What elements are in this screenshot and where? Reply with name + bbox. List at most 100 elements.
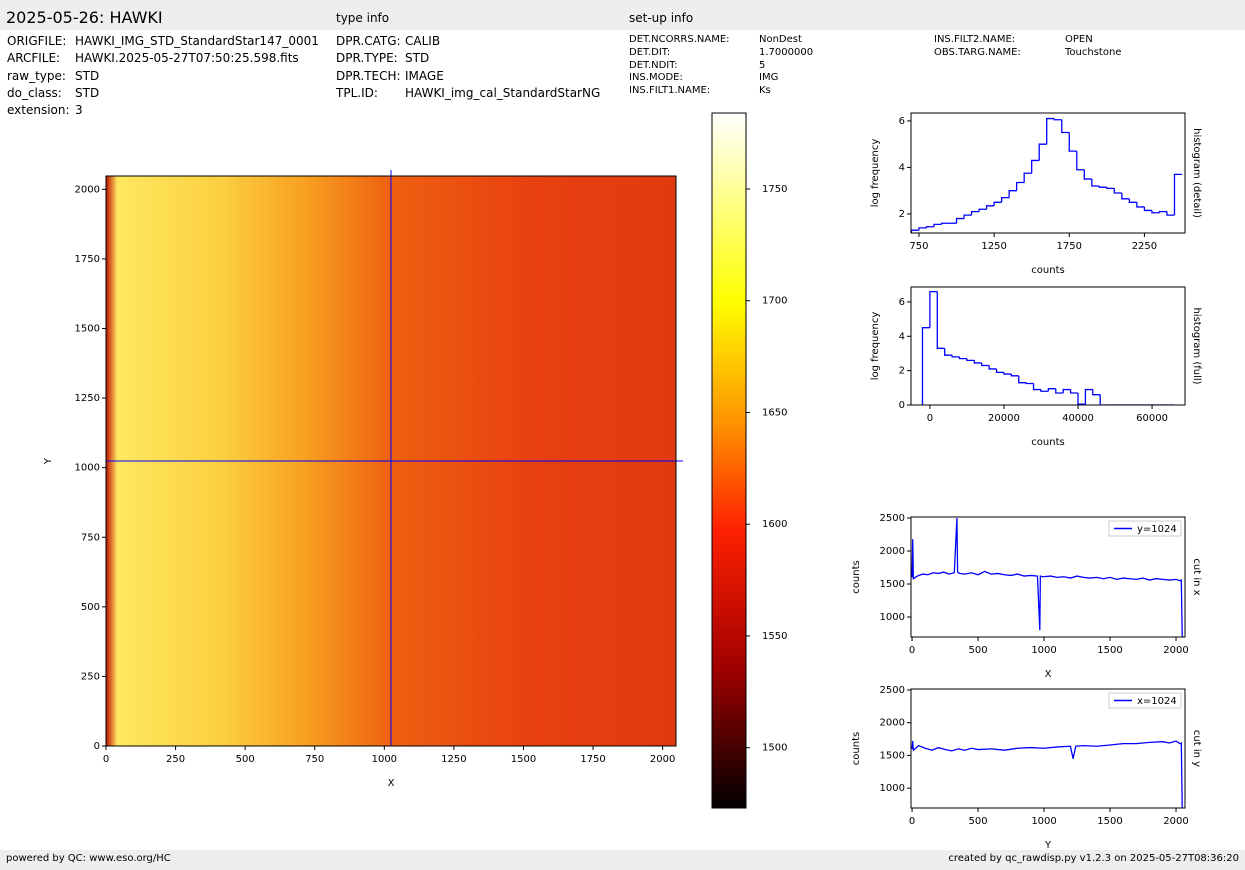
- line-series: [911, 740, 1183, 808]
- info-value: OPEN: [1065, 34, 1093, 45]
- x-tick-label: 20000: [988, 413, 1020, 424]
- histogram-step: [1023, 172, 1032, 183]
- x-tick-label: 1500: [511, 754, 536, 765]
- x-tick-label: 1500: [1097, 816, 1122, 827]
- x-axis-label: Y: [1044, 840, 1052, 851]
- histogram-step: [978, 208, 987, 212]
- y-tick-label: 4: [899, 331, 905, 342]
- side-label: cut in x: [1191, 558, 1202, 595]
- histogram-step: [1040, 389, 1049, 392]
- histogram-step: [1076, 151, 1085, 171]
- info-value: STD: [75, 85, 100, 100]
- histogram-step: [921, 327, 930, 405]
- x-tick-label: 500: [969, 645, 988, 656]
- histogram-step: [1061, 119, 1070, 134]
- colorbar: [711, 112, 747, 809]
- histogram-step: [1047, 388, 1056, 392]
- axes-frame: [910, 286, 1186, 406]
- info-key: DET.NCORRS.NAME:: [629, 34, 730, 45]
- y-tick-label: 1750: [75, 254, 100, 265]
- info-key: DPR.CATG:: [336, 34, 401, 48]
- info-value: HAWKI.2025-05-27T07:50:25.598.fits: [75, 51, 299, 66]
- y-tick-label: 750: [81, 532, 100, 543]
- y-axis-label: Y: [43, 457, 54, 465]
- y-tick-label: 2: [899, 209, 905, 220]
- histogram-step: [1091, 179, 1100, 187]
- info-value: 3: [75, 103, 83, 118]
- section-label: type info: [336, 11, 390, 25]
- side-label: histogram (full): [1191, 307, 1202, 384]
- info-key: raw_type:: [7, 68, 66, 83]
- histogram-step: [1003, 372, 1012, 375]
- histogram-step: [995, 368, 1004, 374]
- x-tick-label: 0: [103, 754, 109, 765]
- x-tick-label: 250: [166, 754, 185, 765]
- y-tick-label: 2000: [75, 184, 100, 195]
- histogram-step: [1046, 117, 1055, 145]
- x-axis-label: X: [388, 778, 395, 789]
- histogram-step: [958, 356, 967, 360]
- info-value: IMG: [759, 72, 779, 84]
- y-tick-label: 2500: [880, 685, 905, 696]
- axes-frame: [105, 175, 677, 747]
- info-value: CALIB: [405, 34, 441, 48]
- info-key: INS.MODE:: [629, 72, 683, 84]
- x-tick-label: 1000: [372, 754, 397, 765]
- histogram-step: [988, 365, 997, 370]
- x-tick-label: 1250: [441, 754, 466, 765]
- y-axis-label: log frequency: [870, 139, 881, 208]
- histogram-step: [936, 291, 945, 349]
- x-tick-label: 40000: [1062, 413, 1094, 424]
- info-value: Touchstone: [1065, 46, 1122, 58]
- x-tick-label: 750: [305, 754, 324, 765]
- histogram-step: [1084, 388, 1093, 405]
- axes-frame: [910, 688, 1186, 809]
- x-tick-label: 2000: [1163, 816, 1188, 827]
- x-tick-label: 2250: [1132, 241, 1157, 252]
- y-tick-label: 2000: [880, 718, 905, 729]
- histogram-step: [1092, 389, 1101, 396]
- x-axis-label: counts: [1031, 437, 1064, 448]
- info-value: Ks: [759, 85, 771, 97]
- x-tick-label: 1750: [1057, 241, 1082, 252]
- section-label: set-up info: [629, 11, 694, 25]
- x-tick-label: 60000: [1136, 413, 1168, 424]
- histogram-step: [1008, 190, 1017, 198]
- x-tick-label: 2000: [650, 754, 675, 765]
- side-label: histogram (detail): [1191, 128, 1202, 218]
- histogram-step: [1121, 193, 1130, 200]
- x-tick-label: 750: [909, 241, 928, 252]
- plot-area: [911, 117, 1182, 233]
- header-bar: [0, 0, 1245, 30]
- histogram-step: [1077, 392, 1086, 405]
- histogram-step: [1016, 181, 1025, 191]
- x-tick-label: 0: [927, 413, 933, 424]
- histogram-step: [1151, 210, 1160, 214]
- y-tick-label: 1500: [880, 579, 905, 590]
- histogram-step: [1055, 388, 1064, 394]
- y-tick-label: 2000: [880, 546, 905, 557]
- y-tick-label: 1500: [75, 324, 100, 335]
- info-key: INS.FILT2.NAME:: [934, 34, 1016, 45]
- y-tick-label: 1500: [880, 750, 905, 761]
- y-axis-label: log frequency: [870, 312, 881, 381]
- colorbar-tick-label: 1750: [762, 184, 787, 195]
- x-tick-label: 2000: [1163, 645, 1188, 656]
- colorbar-tick-label: 1600: [762, 519, 787, 530]
- y-tick-label: 6: [899, 116, 905, 127]
- line-series: [911, 517, 1183, 637]
- histogram-step: [1010, 374, 1019, 377]
- y-tick-label: 1000: [880, 783, 905, 794]
- histogram-step: [1025, 382, 1034, 385]
- histogram-step: [1113, 188, 1122, 194]
- x-tick-label: 500: [236, 754, 255, 765]
- colorbar-tick-label: 1550: [762, 631, 787, 642]
- axes-frame: [910, 112, 1186, 234]
- histogram-step: [981, 362, 990, 367]
- histogram-step: [1068, 132, 1077, 152]
- info-key: DPR.TYPE:: [336, 51, 398, 66]
- x-axis-label: X: [1045, 669, 1052, 680]
- plot-area: [921, 290, 1175, 405]
